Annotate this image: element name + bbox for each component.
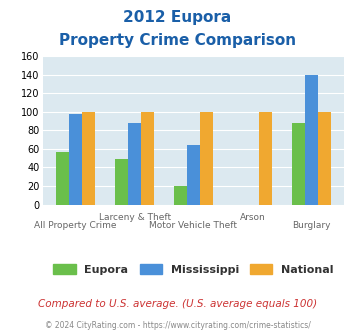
Bar: [69, 114, 82, 205]
Text: Burglary: Burglary: [292, 221, 331, 230]
Bar: [292, 123, 305, 205]
Text: Larceny & Theft: Larceny & Theft: [99, 213, 171, 222]
Text: © 2024 CityRating.com - https://www.cityrating.com/crime-statistics/: © 2024 CityRating.com - https://www.city…: [45, 321, 310, 330]
Bar: [115, 159, 128, 205]
Bar: [56, 152, 69, 205]
Bar: [82, 112, 95, 205]
Text: Motor Vehicle Theft: Motor Vehicle Theft: [149, 221, 237, 230]
Bar: [187, 145, 200, 205]
Bar: [305, 75, 318, 205]
Text: 2012 Eupora: 2012 Eupora: [124, 10, 231, 25]
Bar: [174, 186, 187, 205]
Bar: [141, 112, 154, 205]
Text: Property Crime Comparison: Property Crime Comparison: [59, 33, 296, 48]
Text: Arson: Arson: [240, 213, 265, 222]
Legend: Eupora, Mississippi, National: Eupora, Mississippi, National: [49, 259, 338, 279]
Bar: [318, 112, 331, 205]
Text: Compared to U.S. average. (U.S. average equals 100): Compared to U.S. average. (U.S. average …: [38, 299, 317, 309]
Bar: [259, 112, 272, 205]
Text: All Property Crime: All Property Crime: [34, 221, 117, 230]
Bar: [128, 123, 141, 205]
Bar: [200, 112, 213, 205]
